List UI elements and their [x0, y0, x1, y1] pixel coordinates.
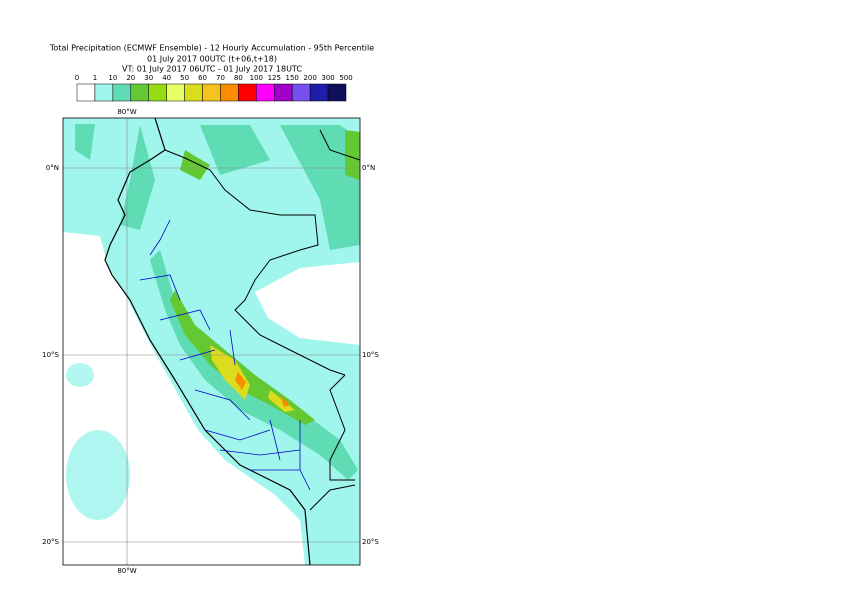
legend-swatch: [148, 83, 167, 102]
legend-label: 20: [126, 74, 135, 82]
legend-label: 100: [250, 74, 263, 82]
legend-label: 50: [180, 74, 189, 82]
legend-label: 1: [93, 74, 97, 82]
legend-swatch: [274, 83, 293, 102]
title: Total Precipitation (ECMWF Ensemble) - 1…: [49, 44, 374, 53]
legend-label: 150: [286, 74, 299, 82]
legend-label: 40: [162, 74, 171, 82]
legend-swatch: [309, 83, 329, 102]
legend-label: 80: [234, 74, 243, 82]
lat-label: 0°N: [46, 164, 59, 172]
legend-swatch: [238, 83, 257, 102]
legend-swatch: [112, 83, 132, 102]
legend-swatch: [202, 83, 221, 102]
legend-label: 0: [75, 74, 79, 82]
legend-label: 70: [216, 74, 225, 82]
subtitle: 01 July 2017 00UTC (t+06,t+18): [147, 55, 277, 64]
legend-swatch: [291, 83, 311, 102]
lat-label: 0°N: [362, 164, 375, 172]
legend: 0 1 10 20 30 40 50 60 70 80 100 125 150 200 300 500: [75, 74, 353, 102]
lat-label: 20°S: [362, 538, 379, 546]
legend-swatch: [166, 83, 185, 102]
lat-label: 10°S: [362, 351, 379, 359]
legend-swatch: [76, 83, 96, 102]
map: [63, 118, 360, 565]
legend-label: 500: [339, 74, 352, 82]
legend-swatch: [220, 83, 239, 102]
legend-label: 60: [198, 74, 207, 82]
legend-swatch: [130, 83, 149, 102]
legend-label: 125: [268, 74, 281, 82]
valid-time: VT: 01 July 2017 06UTC - 01 July 2017 18…: [122, 65, 302, 74]
lon-label: 80°W: [117, 567, 136, 575]
legend-swatch: [94, 83, 114, 102]
legend-label: 300: [321, 74, 334, 82]
legend-label: 30: [144, 74, 153, 82]
legend-swatch: [184, 83, 203, 102]
legend-swatch: [327, 83, 347, 102]
legend-label: 200: [303, 74, 316, 82]
lat-label: 20°S: [42, 538, 59, 546]
lat-label: 10°S: [42, 351, 59, 359]
legend-label: 10: [108, 74, 117, 82]
lon-label: 80°W: [117, 108, 136, 116]
legend-swatch: [256, 83, 275, 102]
